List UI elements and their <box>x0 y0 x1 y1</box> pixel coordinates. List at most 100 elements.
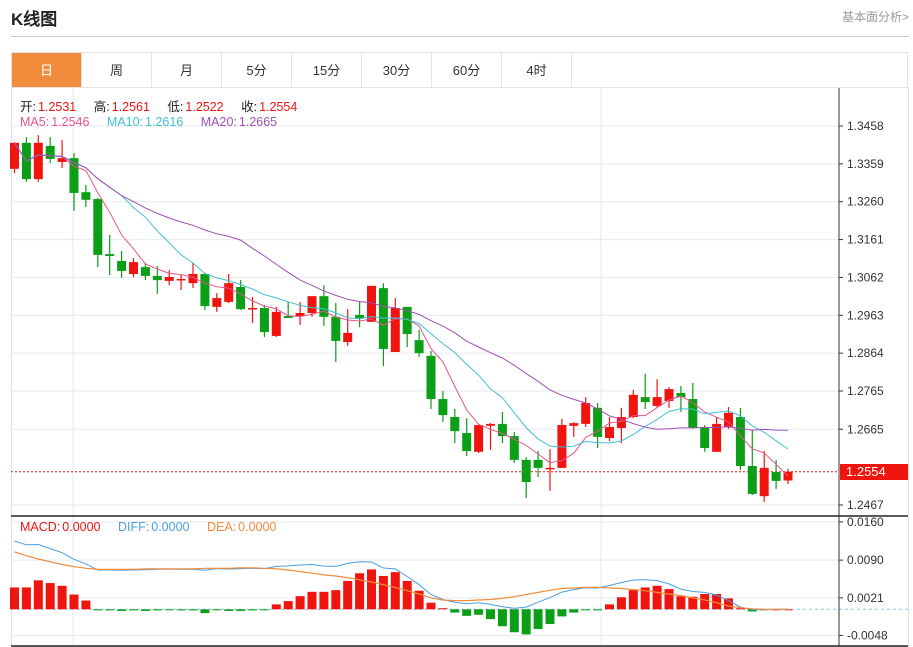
candle <box>271 306 281 338</box>
macd-bar <box>545 609 555 625</box>
macd-bar <box>21 587 31 610</box>
macd-bar <box>307 591 317 610</box>
tab-day[interactable]: 日 <box>12 53 82 88</box>
macd-bar <box>664 589 674 610</box>
candle <box>129 257 138 278</box>
candle-body <box>700 426 710 448</box>
tab-month[interactable]: 月 <box>152 53 222 88</box>
candle <box>652 379 662 408</box>
candle <box>438 391 448 422</box>
macd-bar <box>331 590 341 610</box>
candle-body <box>414 340 424 354</box>
candle-body <box>533 459 543 468</box>
candle <box>45 137 55 164</box>
fundamental-analysis-link[interactable]: 基本面分析> <box>841 10 909 24</box>
candle <box>212 293 222 312</box>
macd-bar <box>462 609 472 616</box>
macd-bar <box>57 585 67 610</box>
candle-body <box>33 142 43 180</box>
candle-body <box>200 273 210 307</box>
y-tick-label: 1.2665 <box>847 422 884 436</box>
macd-bar <box>438 608 448 610</box>
candle-body <box>747 465 757 494</box>
candle-body <box>355 314 365 318</box>
ohlc-info: 开: 1.2531 高: 1.2561 低: 1.2522 收: 1.2554 <box>20 96 299 115</box>
candle <box>140 262 150 281</box>
y-tick-label: 1.2467 <box>847 498 884 512</box>
candle <box>390 298 400 353</box>
macd-bar <box>105 609 115 611</box>
dea-line <box>14 551 788 610</box>
tab-week[interactable]: 周 <box>82 53 152 88</box>
candle-body <box>188 273 198 284</box>
candle <box>69 153 79 211</box>
candle-body <box>105 254 115 257</box>
tab-30min[interactable]: 30分 <box>362 53 432 88</box>
tab-5min[interactable]: 5分 <box>222 53 292 88</box>
macd-bar <box>747 609 757 612</box>
candle <box>545 449 555 491</box>
candle-body <box>545 467 555 470</box>
candle <box>200 272 210 310</box>
candle <box>712 417 722 452</box>
candle-body <box>140 267 150 276</box>
dea-label: DEA: <box>206 520 237 534</box>
candle-body <box>224 283 234 302</box>
macd-bar <box>188 609 198 611</box>
macd-bar <box>343 580 353 610</box>
candle <box>105 234 115 276</box>
macd-bar <box>509 609 519 633</box>
candle <box>117 251 127 278</box>
y-tick-label: 1.3260 <box>847 195 884 209</box>
candle-body <box>10 142 19 169</box>
candle <box>414 329 424 357</box>
candle-body <box>69 158 79 193</box>
candle-body <box>319 296 329 317</box>
candle <box>509 431 519 463</box>
y-tick-label: 1.3359 <box>847 157 884 171</box>
tab-60min[interactable]: 60分 <box>432 53 502 88</box>
candle <box>616 407 626 444</box>
macd-bar <box>117 609 127 611</box>
candle-body <box>212 298 222 307</box>
candle <box>700 425 710 452</box>
candle-body <box>367 285 376 322</box>
candle <box>307 296 317 317</box>
candle <box>319 285 329 326</box>
macd-tick-label: 0.0160 <box>847 515 884 529</box>
macd-bar <box>45 583 55 610</box>
macd-bar <box>605 604 614 610</box>
candle <box>474 425 484 453</box>
candle-body <box>557 425 567 468</box>
macd-bar <box>176 609 186 611</box>
y-tick-label: 1.3161 <box>847 233 884 247</box>
tab-4hour[interactable]: 4时 <box>502 53 572 88</box>
candle-body <box>129 262 138 274</box>
macd-bar <box>497 609 507 627</box>
low-value: 1.2522 <box>185 100 224 114</box>
candle-body <box>497 423 507 437</box>
macd-bar <box>521 609 531 635</box>
candle-body <box>521 459 531 483</box>
macd-bar <box>81 600 91 610</box>
candle <box>759 451 769 502</box>
macd-bar <box>248 609 257 611</box>
candle-body <box>81 192 91 200</box>
macd-bar <box>295 596 305 610</box>
tab-15min[interactable]: 15分 <box>292 53 362 88</box>
macd-tick-label: 0.0021 <box>847 591 884 605</box>
macd-bar <box>616 597 626 610</box>
macd-bar <box>533 609 543 629</box>
candle-body <box>283 316 293 318</box>
candle-body <box>771 472 781 481</box>
macd-bar <box>378 575 388 610</box>
macd-bar <box>140 609 150 611</box>
open-value: 1.2531 <box>37 100 77 114</box>
candle <box>355 301 365 328</box>
candle <box>93 197 103 268</box>
candle-body <box>426 355 436 400</box>
candle-body <box>593 407 603 437</box>
candle <box>593 402 603 448</box>
high-label: 高: <box>93 100 110 114</box>
